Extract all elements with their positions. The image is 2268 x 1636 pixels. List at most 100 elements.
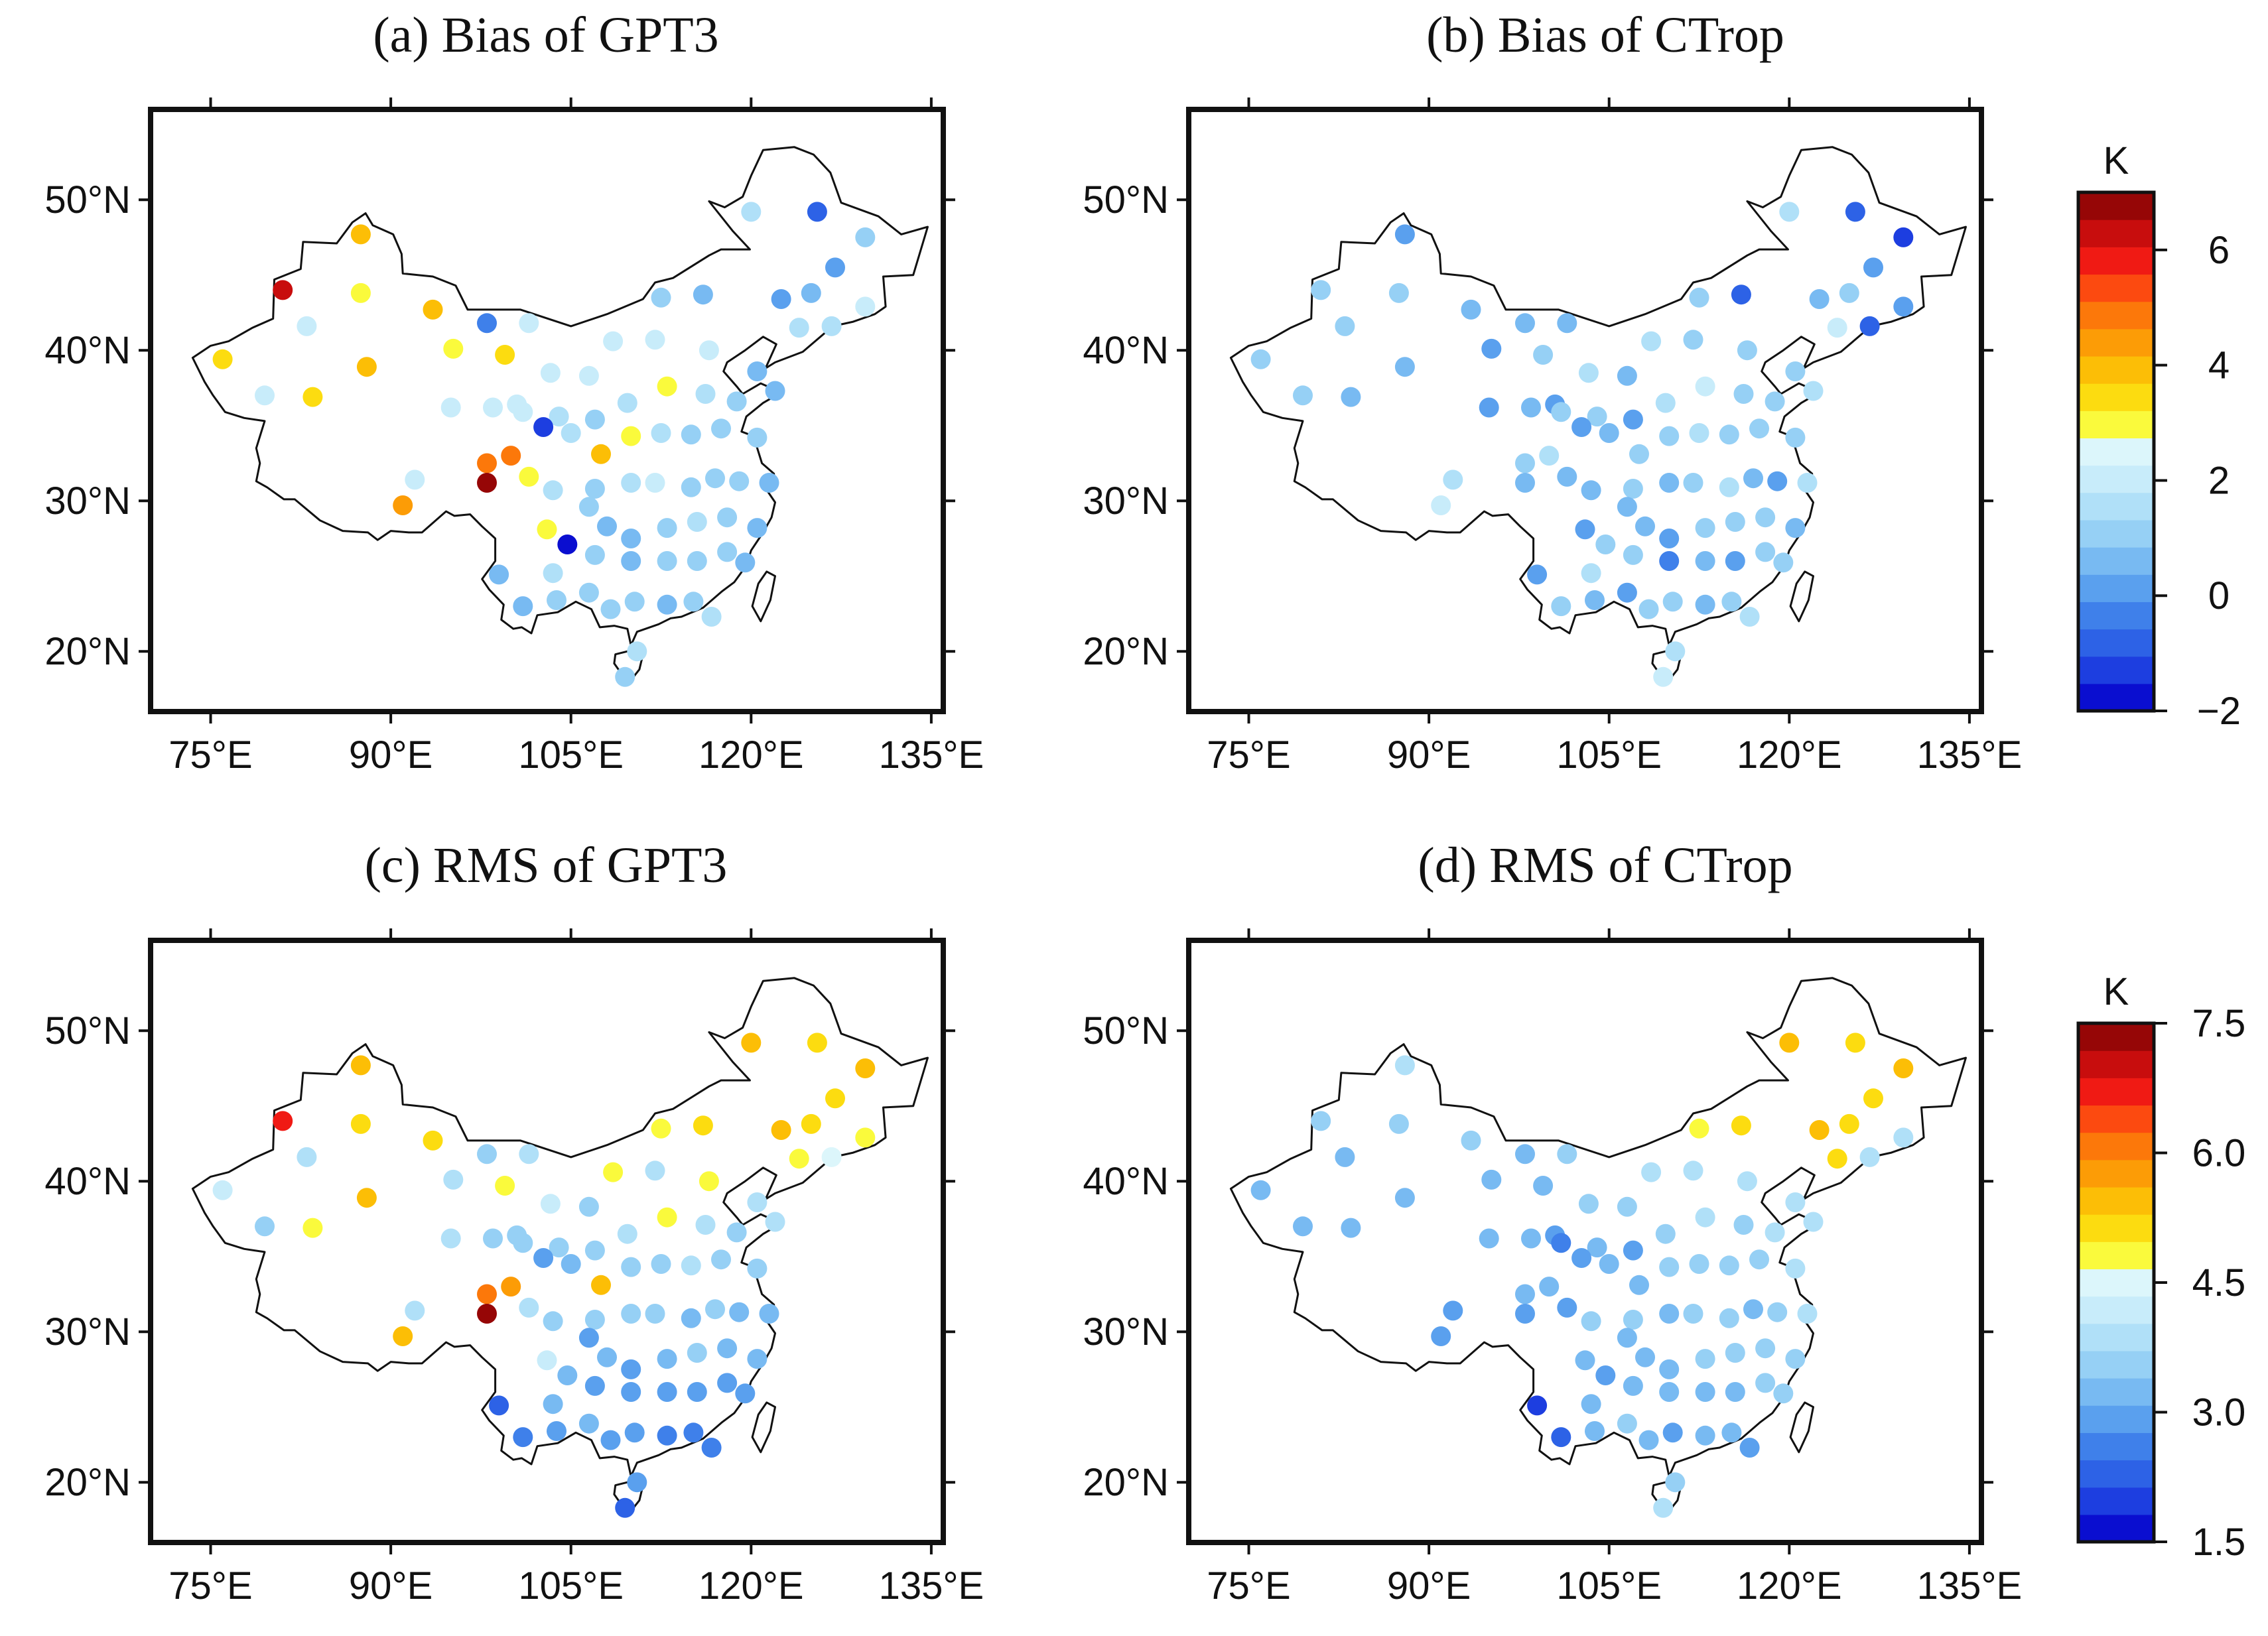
station-marker [350,1055,371,1076]
station-marker [356,1188,377,1208]
station-marker [477,473,497,493]
colorbar-swatch [2078,1460,2154,1488]
station-marker [717,542,738,562]
station-marker [855,1058,876,1078]
station-marker [1617,1196,1637,1217]
station-marker [759,1304,779,1324]
lon-tick-label: 120°E [699,733,804,777]
station-marker [1521,1228,1541,1249]
station-marker [1653,666,1674,687]
map-frame [1186,938,1984,1545]
station-marker [726,1222,747,1243]
station-marker [771,1120,791,1140]
station-marker [1695,518,1715,538]
station-marker [1521,397,1541,418]
station-marker [747,361,767,381]
station-marker [1659,473,1680,493]
station-marker [1635,1347,1655,1367]
station-marker [519,313,539,334]
station-marker [651,1254,671,1274]
station-marker [1695,1425,1715,1446]
station-marker [741,202,762,222]
panel-a-bias-gpt3: (a) Bias of GPT3 75°E 90°E 105°E 120°E 1… [44,7,984,777]
station-marker [578,1196,599,1217]
station-marker [687,551,707,571]
station-marker [513,596,533,617]
station-marker [821,316,842,336]
station-marker [765,1212,785,1232]
china-mainland-outline [1229,977,1967,1478]
station-marker [1755,1373,1776,1393]
station-marker [683,1422,704,1443]
station-marker [1388,283,1409,303]
station-marker [350,224,371,245]
colorbar-swatch [2078,1132,2154,1161]
colorbar-swatch [2078,1078,2154,1106]
station-marker [1515,1284,1535,1304]
colorbar-tick-label: 7.5 [2192,1002,2246,1045]
station-marker [1641,331,1662,351]
axis-ticks: 75°E 90°E 105°E 120°E 135°E 50°N 40°N 30… [1083,928,2022,1607]
colorbar-tick-label: 6.0 [2192,1132,2246,1175]
station-marker [1575,519,1595,540]
station-marker [591,1275,611,1295]
station-marker [495,1176,515,1196]
station-marker [789,318,809,338]
lon-tick-label: 75°E [168,1564,252,1607]
station-marker [578,1328,599,1348]
station-marker [1665,1472,1686,1493]
colorbar-swatch [2078,328,2154,357]
station-marker [1809,289,1830,309]
colorbar-ticks: 6 4 2 0 −2 [2154,229,2241,733]
station-marker [1461,299,1481,320]
station-marker [695,1215,716,1235]
station-marker [212,1180,233,1200]
colorbar-swatch [2078,656,2154,684]
lon-tick-label: 120°E [1737,1564,1842,1607]
station-marker [1893,227,1914,247]
station-marker [1638,599,1659,619]
station-marker [1581,563,1601,584]
station-marker [1515,1304,1535,1324]
lat-tick-label: 20°N [44,1461,131,1504]
station-marker [1803,1212,1824,1232]
station-marker [393,495,413,515]
colorbar-frame [2076,190,2156,713]
station-marker [1581,480,1601,501]
station-marker [617,393,637,413]
colorbar-swatch [2078,383,2154,411]
station-marker [747,518,767,538]
station-marker [621,529,641,548]
station-marker [1551,1233,1571,1253]
map-frame [1186,107,1984,714]
station-marker [1341,1218,1361,1238]
station-marker [747,1192,767,1212]
station-marker [699,1171,719,1192]
panel-c-rms-gpt3: (c) RMS of GPT3 75°E 90°E 105°E 120°E 13… [44,838,984,1607]
station-marker [1617,582,1637,603]
axis-ticks: 75°E 90°E 105°E 120°E 135°E 50°N 40°N 30… [1083,97,2022,777]
station-marker [549,1237,569,1258]
colorbar-tick-label: 2 [2208,459,2230,502]
station-marker [1623,479,1643,499]
station-marker [1629,444,1649,464]
station-marker [1575,1350,1595,1371]
station-marker [807,1033,827,1053]
station-marker [440,397,461,418]
station-marker [624,1422,645,1443]
station-marker [1785,1192,1806,1212]
station-marker [513,1427,533,1448]
station-marker [1623,1310,1643,1330]
station-marker [657,594,677,615]
station-marker [771,289,791,309]
station-marker [584,479,605,499]
colorbar-swatch [2078,1159,2154,1188]
station-marker [1725,512,1745,532]
station-marker [1659,426,1680,446]
station-marker [1461,1130,1481,1151]
station-marker [701,1438,722,1458]
station-marker [1617,365,1637,386]
colorbar-swatch [2078,1269,2154,1297]
colorbar-swatch [2078,192,2154,220]
panel-title: (d) RMS of CTrop [1418,838,1792,893]
